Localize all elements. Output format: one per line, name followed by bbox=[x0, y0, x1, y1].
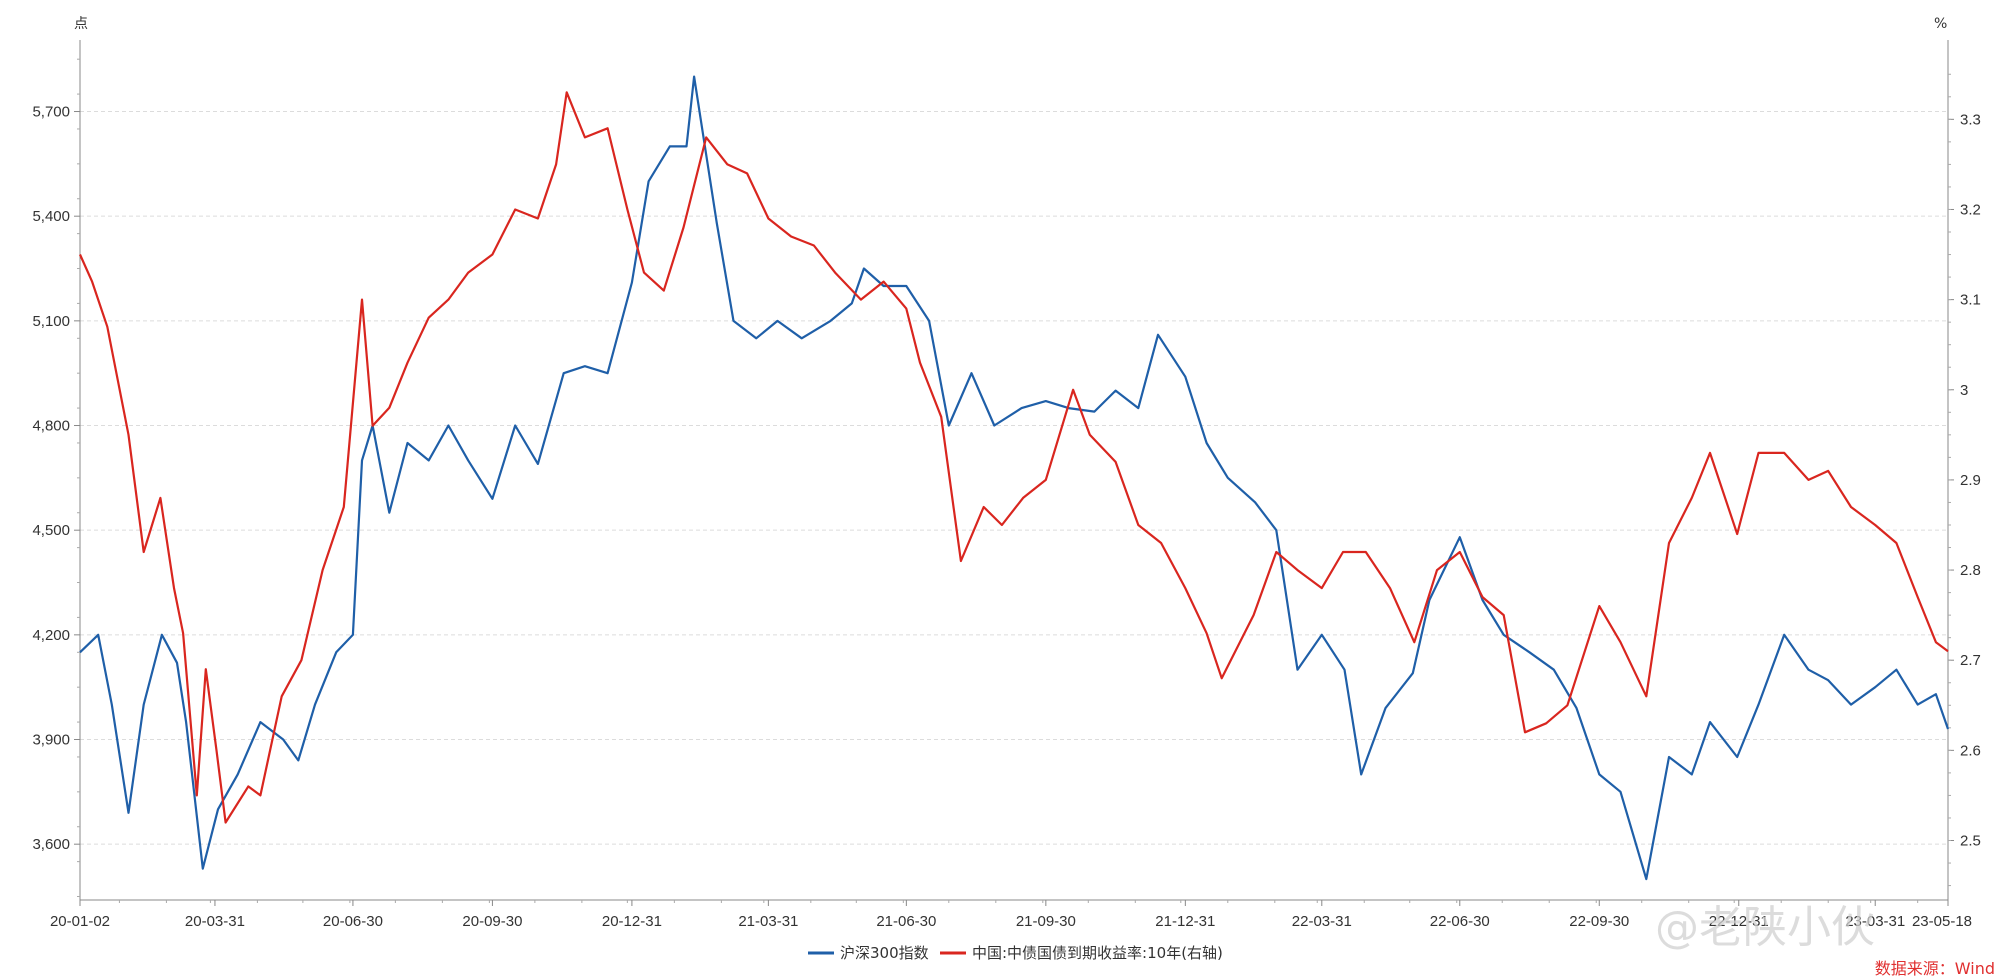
watermark-text: @老陕小伙 bbox=[1655, 902, 1875, 953]
x-tick-label: 21-09-30 bbox=[1016, 913, 1076, 930]
right-tick-label: 3.3 bbox=[1960, 111, 1981, 128]
legend-label: 沪深300指数 bbox=[840, 944, 929, 962]
right-tick-label: 2.6 bbox=[1960, 742, 1981, 759]
x-tick-label: 22-03-31 bbox=[1292, 913, 1352, 930]
x-axis-ticks: 20-01-02 20-03-31 20-06-30 20-09-30 20-12-31… bbox=[50, 900, 1972, 930]
x-tick-label: 20-09-30 bbox=[462, 913, 522, 930]
x-tick-label: 23-05-18 bbox=[1912, 913, 1972, 930]
x-tick-label: 20-12-31 bbox=[602, 913, 662, 930]
right-tick-label: 3.1 bbox=[1960, 292, 1981, 309]
x-tick-label: 21-06-30 bbox=[876, 913, 936, 930]
x-tick-label: 20-06-30 bbox=[323, 913, 383, 930]
legend: 沪深300指数 中国:中债国债到期收益率:10年(右轴) bbox=[808, 944, 1223, 962]
right-axis-unit-label: % bbox=[1934, 16, 1947, 32]
x-tick-label: 23-03-31 bbox=[1845, 913, 1905, 930]
left-axis-unit-label: 点 bbox=[74, 16, 88, 32]
left-tick-label: 4,200 bbox=[32, 627, 70, 644]
left-tick-label: 3,600 bbox=[32, 836, 70, 853]
x-tick-label: 21-03-31 bbox=[738, 913, 798, 930]
left-tick-label: 3,900 bbox=[32, 732, 70, 749]
series-lines bbox=[78, 75, 1950, 881]
x-tick-label: 22-06-30 bbox=[1430, 913, 1490, 930]
left-tick-label: 5,700 bbox=[32, 104, 70, 121]
source-note: 数据来源：Wind bbox=[1875, 959, 1995, 976]
legend-label: 中国:中债国债到期收益率:10年(右轴) bbox=[972, 944, 1223, 962]
left-axis-ticks: 3,600 3,900 4,200 4,500 4,800 5,100 5,400 5,700 bbox=[32, 58, 80, 898]
left-tick-label: 4,500 bbox=[32, 522, 70, 539]
right-tick-label: 3.2 bbox=[1960, 201, 1981, 218]
x-tick-label: 20-01-02 bbox=[50, 913, 110, 930]
right-tick-label: 2.9 bbox=[1960, 472, 1981, 489]
right-tick-label: 3 bbox=[1960, 382, 1968, 399]
right-tick-label: 2.7 bbox=[1960, 652, 1981, 669]
axes bbox=[79, 40, 1949, 901]
gridlines bbox=[80, 111, 1948, 845]
left-tick-label: 5,100 bbox=[32, 313, 70, 330]
right-tick-label: 2.8 bbox=[1960, 562, 1981, 579]
x-tick-label: 20-03-31 bbox=[185, 913, 245, 930]
csi300-index-line bbox=[79, 75, 1950, 881]
right-tick-label: 2.5 bbox=[1960, 833, 1981, 850]
cgb-10y-yield-line bbox=[78, 91, 1949, 824]
x-tick-label: 22-09-30 bbox=[1569, 913, 1629, 930]
x-tick-label: 21-12-31 bbox=[1155, 913, 1215, 930]
right-axis-ticks: 2.5 2.6 2.7 2.8 2.9 3 3.1 3.2 3.3 bbox=[1948, 73, 1981, 887]
left-tick-label: 4,800 bbox=[32, 418, 70, 435]
left-tick-label: 5,400 bbox=[32, 208, 70, 225]
x-tick-label: 22-12-31 bbox=[1709, 913, 1769, 930]
